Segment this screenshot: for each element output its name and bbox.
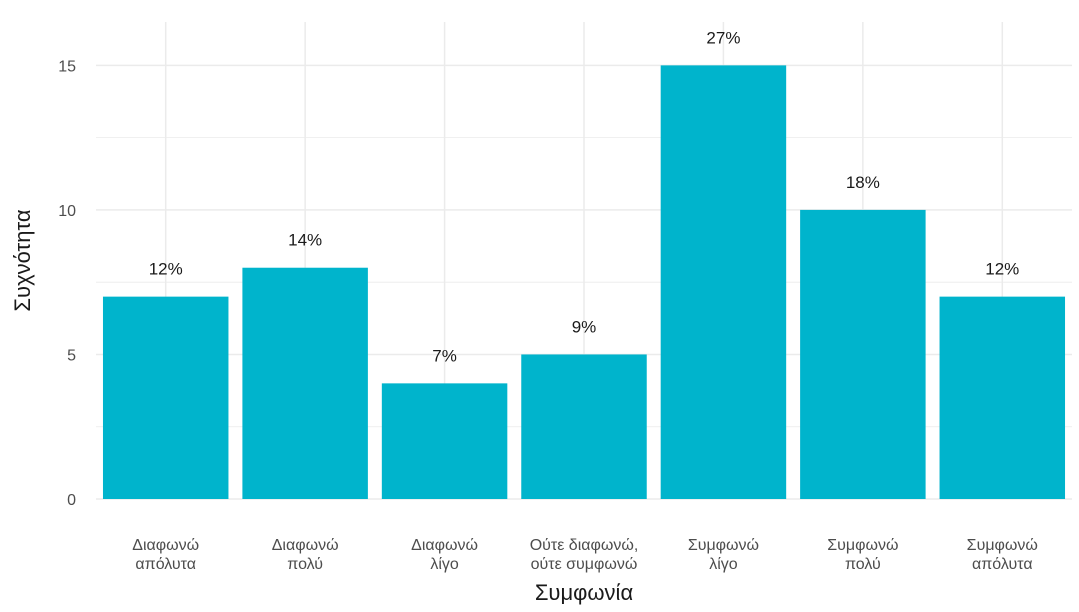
bar-data-label: 27% <box>706 28 740 47</box>
bar-data-label: 14% <box>288 231 322 250</box>
x-tick-label: Συμφωνώ πολύ <box>827 537 898 573</box>
x-tick-label-line: απόλυτα <box>135 556 196 573</box>
x-tick-label-line: λίγο <box>709 556 738 573</box>
x-tick-label: Διαφωνώ λίγο <box>411 537 478 573</box>
bar <box>381 383 508 499</box>
bar <box>242 267 368 499</box>
x-tick-label: Ούτε διαφωνώ, ούτε συμφωνώ <box>530 537 639 573</box>
x-tick-label-line: Ούτε διαφωνώ, <box>530 537 639 554</box>
bar <box>939 296 1066 499</box>
x-tick-label: Διαφωνώ πολύ <box>272 537 339 573</box>
y-axis-title: Συχνότητα <box>10 209 35 311</box>
x-tick-label-line: Διαφωνώ <box>132 537 199 554</box>
x-tick-label-line: Συμφωνώ <box>688 537 759 554</box>
bar <box>102 296 229 499</box>
bar <box>660 65 787 499</box>
x-tick-label-line: λίγο <box>430 556 459 573</box>
x-tick-label: Διαφωνώ απόλυτα <box>132 537 199 573</box>
bar-data-label: 12% <box>149 260 183 279</box>
bar-labels: 12% 14% 7% 9% 27% 18% 12% <box>149 28 1020 365</box>
bar-data-label: 7% <box>432 346 457 365</box>
bar <box>521 354 647 499</box>
y-tick-label: 15 <box>58 58 76 75</box>
y-tick-label: 5 <box>67 347 76 364</box>
x-tick-label-line: Συμφωνώ <box>827 537 898 554</box>
x-tick-label-line: Συμφωνώ <box>967 537 1038 554</box>
x-tick-label-line: Διαφωνώ <box>272 537 339 554</box>
y-tick-label: 0 <box>67 492 76 509</box>
bars <box>102 65 1066 499</box>
x-tick-label: Συμφωνώ λίγο <box>688 537 759 573</box>
x-tick-label-line: Διαφωνώ <box>411 537 478 554</box>
x-axis-title: Συμφωνία <box>535 580 634 605</box>
bar-data-label: 9% <box>572 317 597 336</box>
x-tick-label: Συμφωνώ απόλυτα <box>967 537 1038 573</box>
x-tick-label-line: πολύ <box>287 556 323 573</box>
x-axis-ticks: Διαφωνώ απόλυτα Διαφωνώ πολύ Διαφωνώ λίγο Ούτε… <box>132 537 1038 573</box>
y-tick-label: 10 <box>58 203 76 220</box>
y-axis-ticks: 0 5 10 15 <box>58 58 76 509</box>
x-tick-label-line: πολύ <box>845 556 881 573</box>
x-tick-label-line: απόλυτα <box>972 556 1033 573</box>
bar-data-label: 18% <box>846 173 880 192</box>
bar-data-label: 12% <box>985 260 1019 279</box>
bar <box>800 209 926 499</box>
x-tick-label-line: ούτε συμφωνώ <box>531 556 638 573</box>
